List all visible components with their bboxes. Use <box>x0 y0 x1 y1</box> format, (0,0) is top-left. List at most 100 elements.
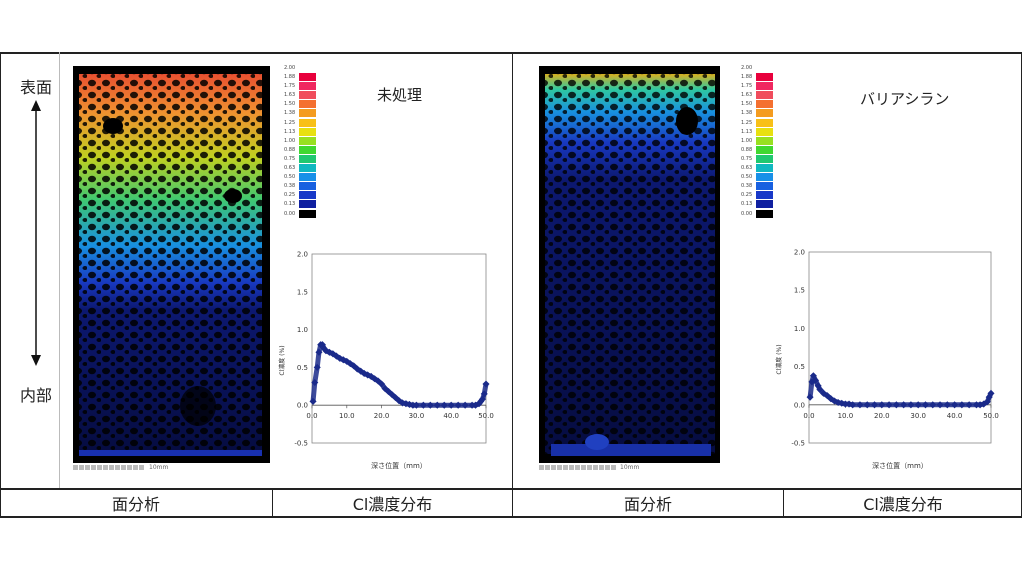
data-point <box>958 401 966 409</box>
data-point <box>454 401 462 409</box>
legend-label: 0.75 <box>741 155 753 162</box>
x-tick-label: 0.0 <box>803 412 814 420</box>
legend-swatch <box>756 200 773 209</box>
data-point <box>972 401 980 409</box>
column-divider <box>512 52 513 518</box>
series-band <box>310 342 489 408</box>
y-tick-label: 2.0 <box>794 249 805 257</box>
y-tick-label: 2.0 <box>297 251 308 259</box>
depth-arrow <box>31 100 41 366</box>
interior-label: 内部 <box>20 386 53 405</box>
map-scale-bar-barrier-silane <box>539 465 617 470</box>
data-point <box>412 401 420 409</box>
legend-label: 0.25 <box>284 192 296 199</box>
surface-analysis-map-untreated <box>73 66 270 463</box>
legend-label: 0.50 <box>741 174 753 181</box>
data-point <box>482 380 490 388</box>
legend-label: 1.63 <box>284 92 296 99</box>
legend-label: 1.38 <box>741 110 753 117</box>
legend-label: 0.75 <box>284 155 296 162</box>
legend-label: 0.00 <box>284 210 296 217</box>
y-tick-label: 0.0 <box>794 401 805 409</box>
y-tick-label: 1.5 <box>794 287 805 295</box>
x-axis-label: 深さ位置（mm） <box>872 461 928 470</box>
y-tick-label: 1.0 <box>297 326 308 334</box>
legend-label: 1.75 <box>741 83 753 90</box>
x-tick-label: 30.0 <box>910 412 926 420</box>
legend-label: 0.63 <box>741 165 753 172</box>
legend-swatch <box>299 100 316 109</box>
legend-swatch <box>299 91 316 100</box>
panel-title-barrier-silane: バリアシラン <box>860 90 950 108</box>
legend-swatch <box>299 209 316 218</box>
x-tick-label: 10.0 <box>838 412 854 420</box>
footer-surface-analysis-left: 面分析 <box>111 495 160 514</box>
legend-swatch <box>756 145 773 154</box>
cl-concentration-chart-barrier-silane: 2.0 1.5 1.0 0.5 0.0 -0.5 0.0 10.0 20.0 30.0 40.0 50… <box>775 249 999 471</box>
legend-label: 0.13 <box>741 201 753 208</box>
legend-label: 0.13 <box>284 201 296 208</box>
footer-separator <box>0 488 1022 490</box>
legend-label: 0.00 <box>741 210 753 217</box>
footer-divider-left <box>272 489 273 518</box>
legend-swatch <box>756 154 773 163</box>
legend-swatch <box>756 191 773 200</box>
legend-swatch <box>299 154 316 163</box>
map-image-barrier-silane <box>545 74 715 456</box>
footer-cl-distribution-left: Cl濃度分布 <box>352 495 433 514</box>
y-tick-label: 1.5 <box>297 288 308 296</box>
legend-label: 0.88 <box>741 146 753 153</box>
y-axis-label: Cl濃度 (%) <box>775 344 783 374</box>
side-column-divider <box>59 52 60 488</box>
legend-label: 0.88 <box>284 146 296 153</box>
x-axis-label: 深さ位置（mm） <box>371 461 427 470</box>
y-tick-label: 0.5 <box>794 363 805 371</box>
y-tick-label: 0.0 <box>297 402 308 410</box>
data-point <box>315 348 323 356</box>
legend-label: 1.50 <box>741 101 753 108</box>
legend-swatch <box>756 82 773 91</box>
legend-swatch <box>299 145 316 154</box>
legend-label: 2.00 <box>741 65 753 71</box>
map-image-untreated <box>79 74 262 456</box>
legend-swatch <box>756 209 773 218</box>
legend-swatch <box>756 91 773 100</box>
data-point <box>461 401 469 409</box>
legend-label: 1.25 <box>741 119 753 126</box>
data-point <box>943 401 951 409</box>
surface-label: 表面 <box>20 78 53 97</box>
footer-surface-analysis-right: 面分析 <box>623 495 672 514</box>
x-tick-label: 10.0 <box>339 412 355 420</box>
footer-divider-right <box>783 489 784 518</box>
y-tick-label: -0.5 <box>294 440 308 448</box>
legend-label: 1.00 <box>741 137 753 144</box>
legend-swatch <box>756 136 773 145</box>
legend-swatch <box>756 164 773 173</box>
figure-frame <box>0 52 1022 518</box>
panel-title-untreated: 未処理 <box>377 86 423 104</box>
x-tick-label: 20.0 <box>374 412 390 420</box>
legend-swatch <box>299 182 316 191</box>
legend-swatch <box>299 73 316 82</box>
legend-label: 0.50 <box>284 174 296 181</box>
legend-swatch <box>756 100 773 109</box>
y-tick-label: 0.5 <box>297 364 308 372</box>
x-tick-label: 40.0 <box>443 412 459 420</box>
x-tick-label: 50.0 <box>478 412 494 420</box>
legend-label: 1.50 <box>284 101 296 108</box>
legend-label: 1.13 <box>741 128 753 135</box>
legend-label: 1.63 <box>741 92 753 99</box>
legend-label: 0.63 <box>284 165 296 172</box>
plot-area <box>808 251 992 444</box>
data-point <box>987 389 995 397</box>
data-point <box>433 401 441 409</box>
cl-concentration-chart-untreated: 2.0 1.5 1.0 0.5 0.0 -0.5 0.0 10.0 20.0 30.0 40.0 50… <box>278 251 494 471</box>
legend-swatch <box>756 182 773 191</box>
plot-area <box>311 253 487 444</box>
legend-swatch <box>299 109 316 118</box>
legend-swatch <box>299 173 316 182</box>
map-scale-bar-untreated <box>73 465 145 470</box>
legend-swatch <box>299 82 316 91</box>
legend-swatch <box>299 127 316 136</box>
x-tick-label: 50.0 <box>983 412 999 420</box>
